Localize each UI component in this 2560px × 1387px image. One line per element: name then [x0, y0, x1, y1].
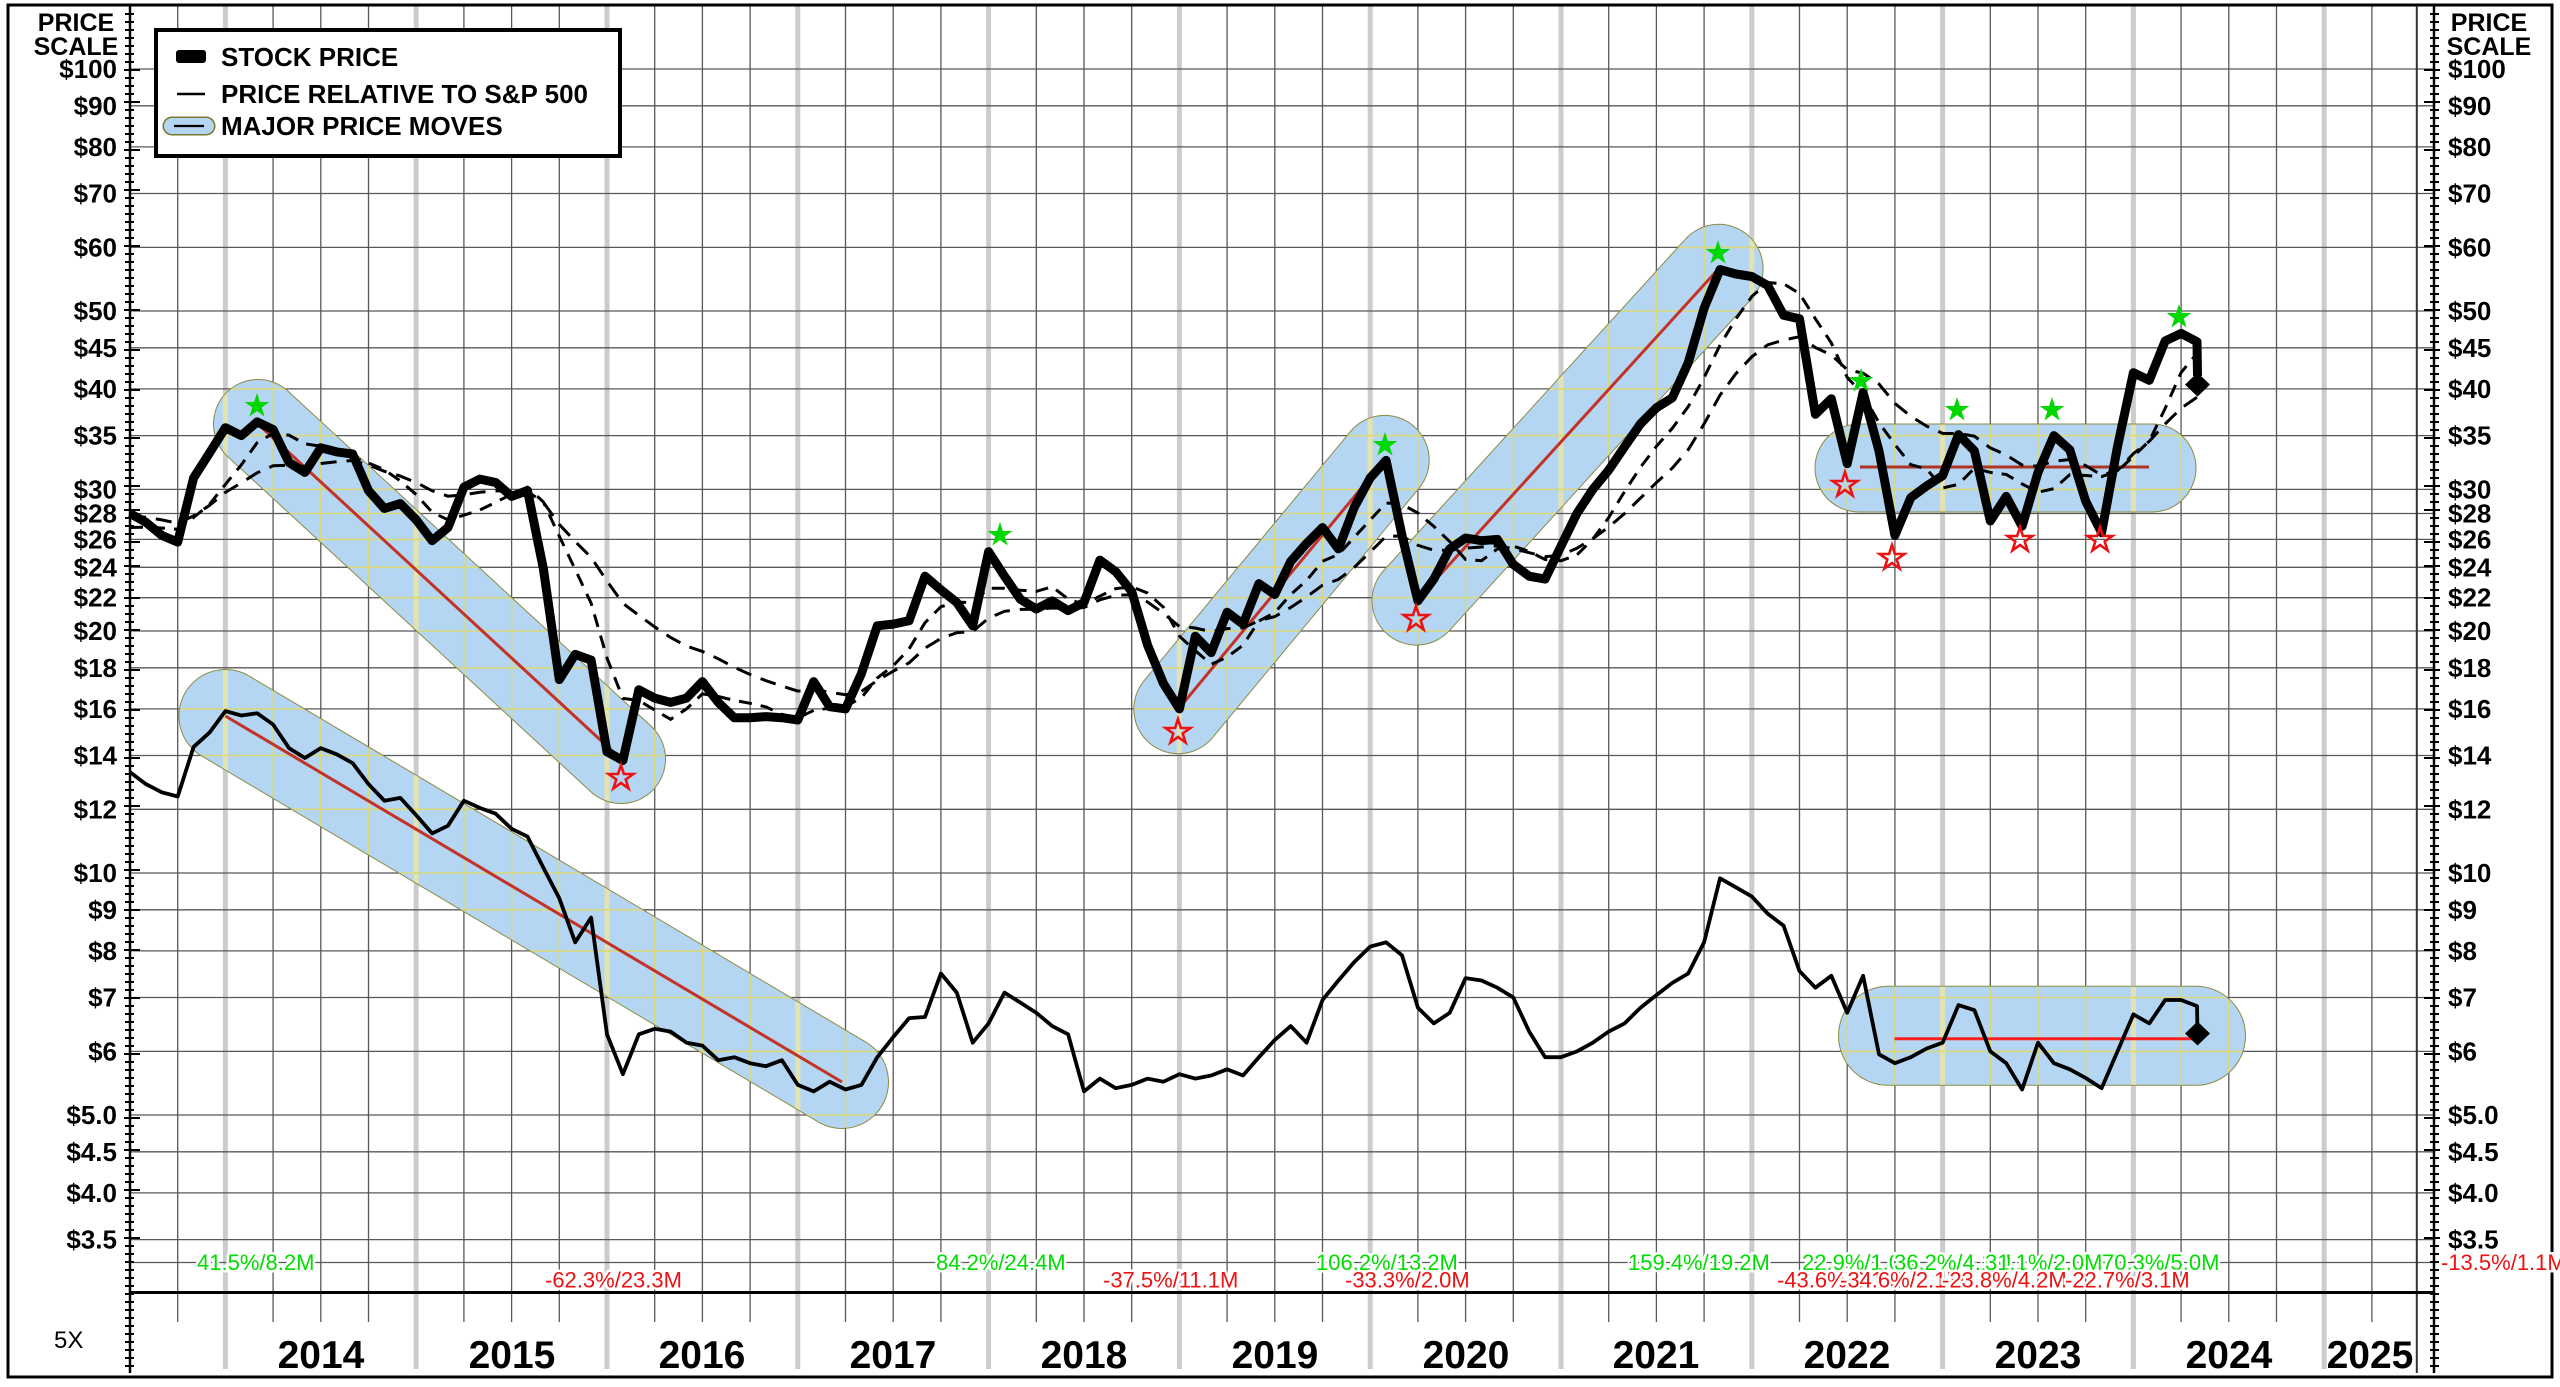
svg-text:$18: $18 — [74, 653, 117, 683]
svg-text:-43.6%/6.1M: -43.6%/6.1M — [1777, 1268, 1902, 1293]
svg-text:2022: 2022 — [1804, 1334, 1891, 1377]
svg-text:PRICE RELATIVE TO S&P 500: PRICE RELATIVE TO S&P 500 — [221, 79, 588, 109]
svg-text:$60: $60 — [2448, 232, 2491, 262]
svg-text:$22: $22 — [74, 583, 117, 613]
svg-text:SCALE: SCALE — [34, 33, 119, 61]
svg-text:SCALE: SCALE — [2447, 33, 2532, 61]
svg-text:-37.5%/11.1M: -37.5%/11.1M — [1103, 1268, 1238, 1293]
svg-text:2023: 2023 — [1995, 1334, 2082, 1377]
svg-text:41.5%/8.2M: 41.5%/8.2M — [197, 1250, 314, 1275]
svg-text:$26: $26 — [74, 524, 117, 554]
svg-text:2021: 2021 — [1613, 1334, 1700, 1377]
svg-text:$35: $35 — [2448, 421, 2491, 451]
svg-text:$4.5: $4.5 — [66, 1137, 117, 1167]
svg-text:$16: $16 — [74, 694, 117, 724]
svg-text:$10: $10 — [74, 858, 117, 888]
svg-text:$90: $90 — [74, 91, 117, 121]
svg-text:5X: 5X — [54, 1327, 83, 1354]
svg-text:84.2%/24.4M: 84.2%/24.4M — [936, 1250, 1066, 1275]
svg-text:36.2%/4.1M: 36.2%/4.1M — [1894, 1250, 2011, 1275]
svg-text:$24: $24 — [74, 552, 118, 582]
svg-text:2019: 2019 — [1232, 1334, 1319, 1377]
svg-text:PRICE: PRICE — [38, 9, 114, 37]
svg-text:$24: $24 — [2448, 552, 2492, 582]
svg-text:$7: $7 — [2448, 983, 2477, 1013]
svg-text:STOCK PRICE: STOCK PRICE — [221, 42, 398, 72]
svg-text:$60: $60 — [74, 232, 117, 262]
svg-text:$3.5: $3.5 — [2448, 1225, 2499, 1255]
svg-text:$4.0: $4.0 — [66, 1178, 117, 1208]
svg-text:$5.0: $5.0 — [2448, 1100, 2499, 1130]
svg-text:$6: $6 — [88, 1036, 117, 1066]
svg-text:$30: $30 — [74, 474, 117, 504]
svg-text:2025: 2025 — [2327, 1334, 2414, 1377]
svg-text:$70: $70 — [74, 179, 117, 209]
svg-text:$50: $50 — [74, 296, 117, 326]
svg-text:$45: $45 — [74, 333, 117, 363]
svg-text:$50: $50 — [2448, 296, 2491, 326]
svg-text:$100: $100 — [59, 54, 117, 84]
svg-text:MAJOR PRICE MOVES: MAJOR PRICE MOVES — [221, 111, 503, 141]
svg-text:-33.3%/2.0M: -33.3%/2.0M — [1345, 1268, 1470, 1293]
svg-text:$80: $80 — [2448, 132, 2491, 162]
svg-text:$30: $30 — [2448, 474, 2491, 504]
svg-text:$45: $45 — [2448, 333, 2491, 363]
svg-text:-13.5%/1.1M: -13.5%/1.1M — [2441, 1250, 2560, 1275]
svg-text:$40: $40 — [74, 374, 117, 404]
svg-text:2018: 2018 — [1041, 1334, 1128, 1377]
svg-text:$35: $35 — [74, 421, 117, 451]
svg-text:$80: $80 — [74, 132, 117, 162]
svg-text:-22.7%/3.1M: -22.7%/3.1M — [2065, 1268, 2190, 1293]
svg-text:$70: $70 — [2448, 179, 2491, 209]
svg-text:31.1%/2.0M: 31.1%/2.0M — [1985, 1250, 2102, 1275]
svg-text:$18: $18 — [2448, 653, 2491, 683]
svg-text:$28: $28 — [2448, 499, 2491, 529]
svg-text:106.2%/13.2M: 106.2%/13.2M — [1316, 1250, 1458, 1275]
svg-text:$12: $12 — [74, 794, 117, 824]
svg-text:2016: 2016 — [659, 1334, 746, 1377]
svg-text:$7: $7 — [88, 983, 117, 1013]
svg-text:-62.3%/23.3M: -62.3%/23.3M — [545, 1268, 682, 1293]
svg-text:-34.6%/2.1M: -34.6%/2.1M — [1840, 1268, 1965, 1293]
svg-text:$22: $22 — [2448, 583, 2491, 613]
svg-text:70.3%/5.0M: 70.3%/5.0M — [2102, 1250, 2219, 1275]
svg-text:$26: $26 — [2448, 524, 2491, 554]
svg-text:$5.0: $5.0 — [66, 1100, 117, 1130]
svg-text:2020: 2020 — [1423, 1334, 1510, 1377]
svg-text:22.9%/1.0M: 22.9%/1.0M — [1802, 1250, 1919, 1275]
svg-text:$20: $20 — [2448, 616, 2491, 646]
svg-text:2024: 2024 — [2186, 1334, 2273, 1377]
svg-text:$14: $14 — [2448, 741, 2492, 771]
svg-text:$3.5: $3.5 — [66, 1225, 117, 1255]
svg-text:2017: 2017 — [850, 1334, 937, 1377]
svg-text:$16: $16 — [2448, 694, 2491, 724]
svg-text:$28: $28 — [74, 499, 117, 529]
svg-text:$10: $10 — [2448, 858, 2491, 888]
svg-text:$8: $8 — [2448, 936, 2477, 966]
svg-text:$12: $12 — [2448, 794, 2491, 824]
svg-text:$40: $40 — [2448, 374, 2491, 404]
svg-text:$14: $14 — [74, 741, 118, 771]
svg-text:$20: $20 — [74, 616, 117, 646]
svg-text:$4.0: $4.0 — [2448, 1178, 2499, 1208]
svg-text:$8: $8 — [88, 936, 117, 966]
svg-text:PRICE: PRICE — [2451, 9, 2527, 37]
svg-text:$4.5: $4.5 — [2448, 1137, 2499, 1167]
svg-text:159.4%/19.2M: 159.4%/19.2M — [1628, 1250, 1770, 1275]
svg-text:$100: $100 — [2448, 54, 2506, 84]
svg-text:-23.8%/4.2M: -23.8%/4.2M — [1942, 1268, 2067, 1293]
svg-text:$9: $9 — [88, 895, 117, 925]
svg-text:2014: 2014 — [278, 1334, 365, 1377]
svg-text:2015: 2015 — [469, 1334, 556, 1377]
svg-text:$9: $9 — [2448, 895, 2477, 925]
svg-text:$90: $90 — [2448, 91, 2491, 121]
svg-text:$6: $6 — [2448, 1036, 2477, 1066]
